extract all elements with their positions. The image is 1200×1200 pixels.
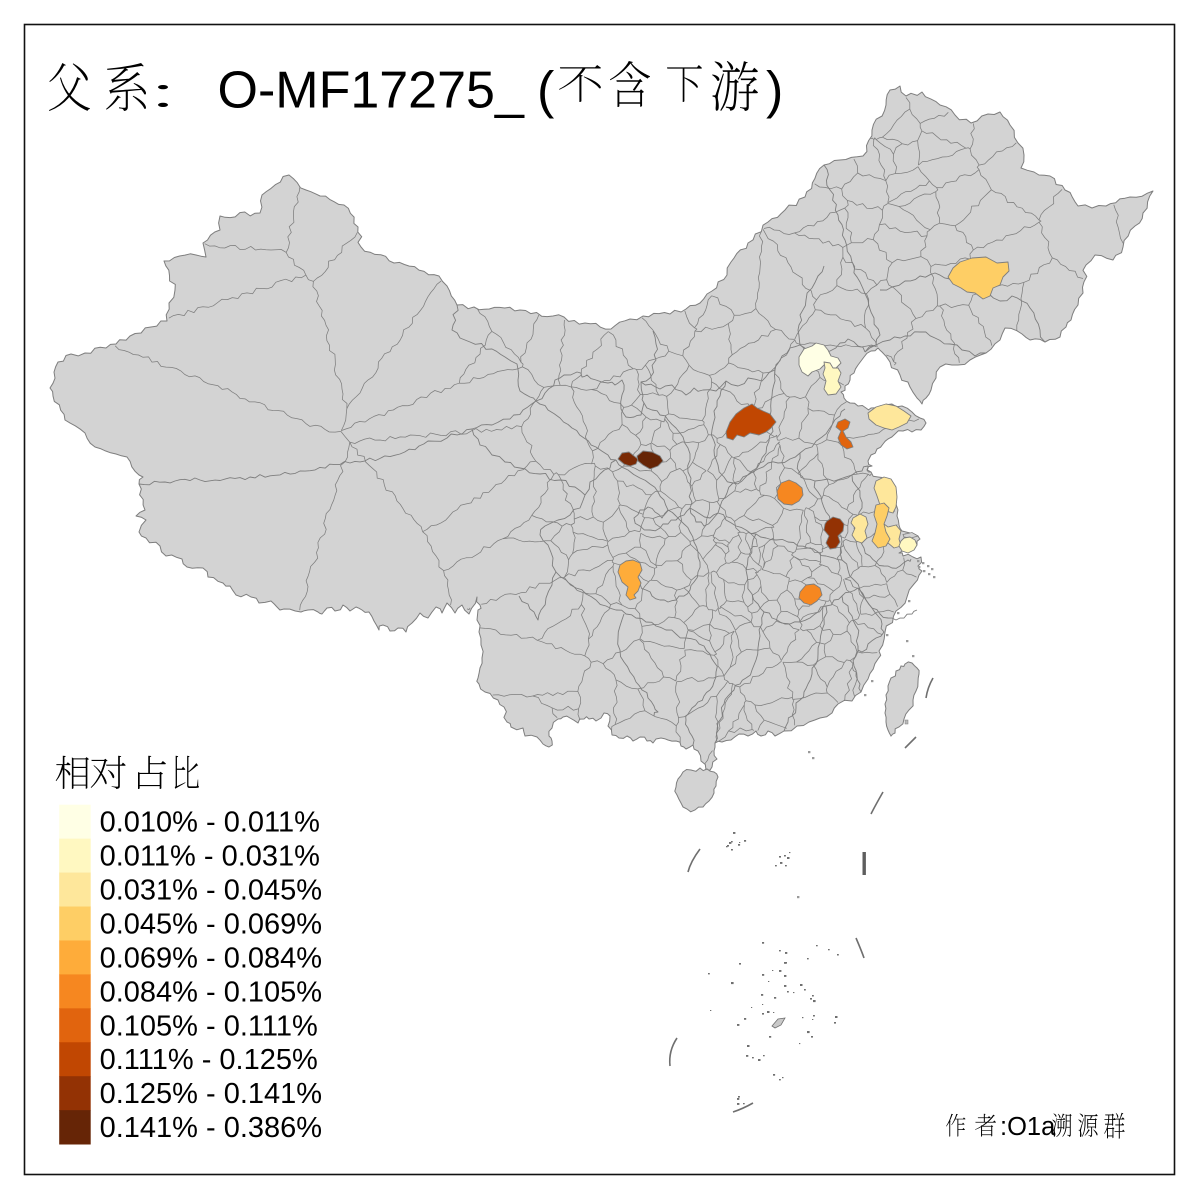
svg-text:0.111% - 0.125%: 0.111% - 0.125% (100, 1044, 318, 1076)
svg-text::O1a: :O1a (1000, 1113, 1056, 1141)
svg-text:): ) (766, 62, 783, 120)
svg-text:0.031% - 0.045%: 0.031% - 0.045% (100, 875, 322, 907)
svg-text:O-MF17275_: O-MF17275_ (218, 62, 525, 120)
svg-text:0.141% - 0.386%: 0.141% - 0.386% (100, 1112, 322, 1144)
svg-text:0.010% - 0.011%: 0.010% - 0.011% (100, 807, 320, 839)
svg-text:0.084% - 0.105%: 0.084% - 0.105% (100, 976, 322, 1008)
svg-text:0.125% - 0.141%: 0.125% - 0.141% (100, 1078, 322, 1110)
svg-text:0.011% - 0.031%: 0.011% - 0.031% (100, 841, 320, 873)
svg-text:0.069% - 0.084%: 0.069% - 0.084% (100, 942, 322, 974)
svg-text:0.045% - 0.069%: 0.045% - 0.069% (100, 909, 322, 941)
svg-text:0.105% - 0.111%: 0.105% - 0.111% (100, 1010, 318, 1042)
svg-text:(: ( (537, 62, 555, 120)
